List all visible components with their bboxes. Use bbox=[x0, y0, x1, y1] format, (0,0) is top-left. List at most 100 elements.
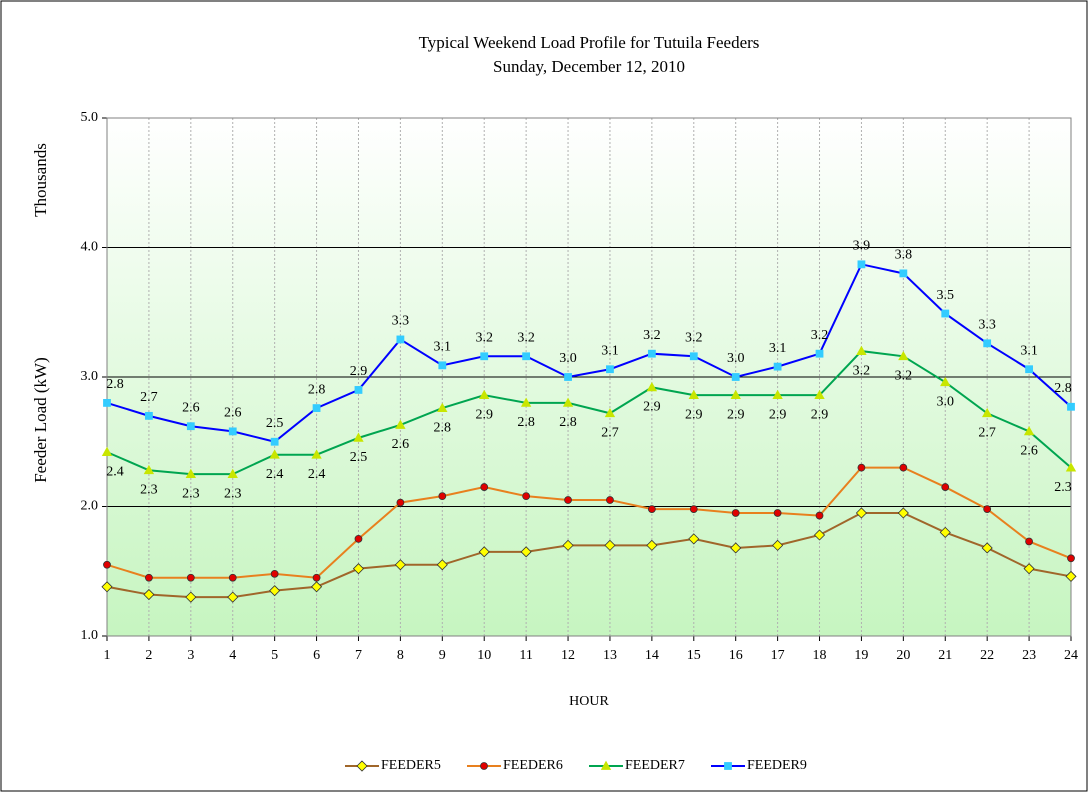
data-point bbox=[354, 534, 363, 543]
data-label: 2.5 bbox=[266, 416, 284, 431]
legend-marker bbox=[600, 760, 612, 770]
data-point bbox=[941, 309, 950, 318]
data-label: 2.4 bbox=[106, 464, 124, 479]
legend-label: FEEDER9 bbox=[747, 758, 807, 773]
x-tick-label: 24 bbox=[1064, 648, 1078, 663]
legend-marker bbox=[356, 760, 368, 772]
y-tick-label: 2.0 bbox=[81, 499, 99, 514]
data-point bbox=[143, 588, 155, 601]
data-point bbox=[815, 349, 824, 358]
data-point bbox=[689, 505, 698, 513]
data-point bbox=[228, 573, 237, 582]
data-label: 3.2 bbox=[685, 330, 703, 345]
data-point bbox=[312, 573, 321, 582]
data-label: 3.9 bbox=[853, 239, 871, 254]
data-point bbox=[1067, 402, 1075, 411]
data-point bbox=[478, 546, 490, 558]
data-point bbox=[396, 498, 405, 507]
data-point bbox=[352, 563, 365, 575]
data-point bbox=[772, 539, 784, 551]
legend-label: FEEDER6 bbox=[503, 758, 563, 773]
data-point bbox=[562, 397, 574, 407]
data-point bbox=[730, 389, 741, 400]
data-label: 2.9 bbox=[811, 407, 829, 422]
data-point bbox=[227, 591, 239, 603]
data-point bbox=[354, 386, 363, 394]
series-line bbox=[106, 466, 1072, 579]
data-point bbox=[983, 505, 992, 513]
x-tick-label: 21 bbox=[938, 648, 952, 663]
series-line bbox=[106, 263, 1072, 443]
x-tick-label: 22 bbox=[980, 648, 994, 663]
data-label: 2.6 bbox=[1020, 444, 1038, 459]
x-tick-label: 8 bbox=[397, 648, 404, 663]
x-tick-label: 7 bbox=[355, 648, 362, 663]
data-point bbox=[395, 419, 406, 429]
data-label: 2.8 bbox=[1054, 381, 1072, 396]
x-tick-label: 20 bbox=[896, 648, 910, 663]
data-point bbox=[270, 569, 279, 578]
data-label: 2.9 bbox=[685, 407, 703, 422]
data-point bbox=[1023, 563, 1035, 575]
series-line bbox=[106, 511, 1072, 599]
data-point bbox=[941, 483, 950, 491]
data-label: 2.3 bbox=[140, 482, 158, 497]
x-tick-label: 3 bbox=[187, 648, 194, 663]
x-tick-label: 16 bbox=[729, 648, 743, 663]
data-point bbox=[310, 581, 323, 593]
data-label: 3.0 bbox=[727, 351, 745, 366]
data-point bbox=[856, 345, 867, 356]
data-point bbox=[731, 509, 740, 517]
legend-marker bbox=[480, 762, 488, 770]
data-point bbox=[145, 573, 153, 582]
data-point bbox=[396, 335, 405, 344]
data-point bbox=[939, 526, 951, 538]
data-point bbox=[981, 407, 993, 418]
data-point bbox=[394, 559, 406, 571]
data-label: 3.2 bbox=[517, 330, 535, 345]
y-tick-label: 4.0 bbox=[81, 240, 99, 255]
data-point bbox=[438, 492, 447, 501]
data-label: 2.7 bbox=[601, 425, 619, 440]
data-point bbox=[1025, 537, 1033, 546]
data-label: 3.2 bbox=[853, 363, 871, 378]
x-tick-label: 17 bbox=[771, 648, 785, 663]
data-point bbox=[520, 397, 532, 407]
data-point bbox=[772, 389, 783, 400]
data-point bbox=[773, 509, 782, 517]
data-label: 3.1 bbox=[769, 341, 787, 356]
data-point bbox=[730, 542, 742, 554]
data-label: 2.3 bbox=[182, 486, 200, 501]
x-tick-label: 5 bbox=[271, 648, 278, 663]
data-point bbox=[145, 411, 153, 420]
data-point bbox=[103, 398, 111, 407]
data-point bbox=[981, 542, 993, 554]
legend-marker bbox=[724, 762, 732, 770]
series-line bbox=[106, 350, 1072, 476]
y-unit-label: Thousands bbox=[31, 143, 50, 217]
data-label: 3.1 bbox=[601, 343, 619, 358]
x-tick-label: 18 bbox=[813, 648, 827, 663]
data-label: 2.8 bbox=[517, 415, 535, 430]
data-point bbox=[228, 427, 237, 436]
data-point bbox=[186, 422, 195, 431]
data-label: 3.8 bbox=[895, 248, 913, 263]
data-point bbox=[857, 463, 866, 472]
data-label: 2.8 bbox=[559, 415, 577, 430]
data-point bbox=[857, 260, 866, 269]
plot-border bbox=[106, 117, 1072, 637]
data-point bbox=[522, 352, 531, 361]
data-label: 3.0 bbox=[937, 394, 955, 409]
data-point bbox=[227, 468, 238, 479]
data-point bbox=[564, 373, 572, 381]
data-point bbox=[773, 362, 782, 371]
data-label: 2.8 bbox=[106, 377, 124, 392]
data-label: 3.1 bbox=[434, 340, 452, 355]
data-label: 2.9 bbox=[475, 407, 493, 422]
data-point bbox=[101, 581, 113, 593]
data-point bbox=[480, 483, 489, 491]
data-label: 2.6 bbox=[182, 400, 200, 415]
data-label: 2.9 bbox=[350, 364, 368, 379]
data-point bbox=[185, 468, 197, 479]
data-point bbox=[436, 559, 448, 571]
